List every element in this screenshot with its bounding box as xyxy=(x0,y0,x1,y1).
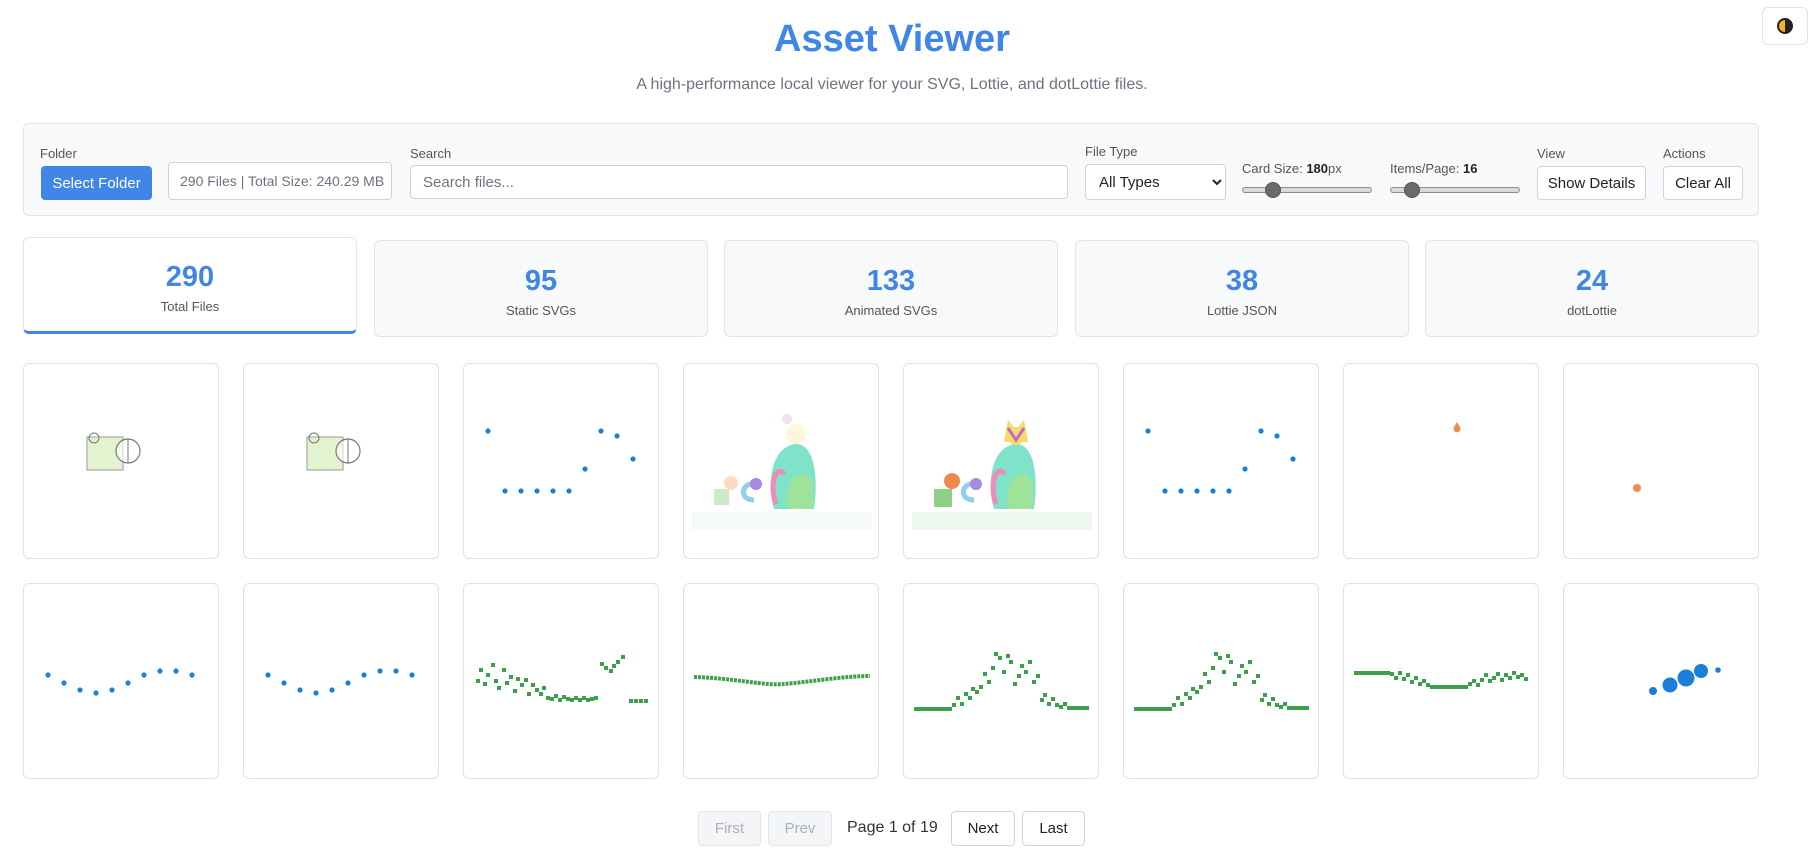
stat-value: 38 xyxy=(1225,265,1259,297)
stat-label: Total Files xyxy=(160,299,220,314)
stat-static-svgs[interactable]: 95 Static SVGs xyxy=(374,240,708,337)
blue-dots-wave xyxy=(45,668,195,696)
last-page-button[interactable]: Last xyxy=(1022,811,1085,846)
page-header: Asset Viewer A high-performance local vi… xyxy=(0,0,1784,95)
asset-card[interactable] xyxy=(683,583,879,779)
page-title: Asset Viewer xyxy=(774,18,1010,60)
green-dots-flat-line xyxy=(693,674,871,687)
page-info: Page 1 of 19 xyxy=(847,819,938,836)
blue-dots-u-shape xyxy=(485,428,636,494)
stat-value: 133 xyxy=(866,265,916,297)
folder-label: Folder xyxy=(40,146,77,161)
single-orange-dot-top xyxy=(1453,422,1461,433)
stat-animated-svgs[interactable]: 133 Animated SVGs xyxy=(724,240,1058,337)
stat-value: 290 xyxy=(165,261,215,293)
stat-total-files[interactable]: 290 Total Files xyxy=(23,237,357,334)
page-subtitle: A high-performance local viewer for your… xyxy=(636,76,1148,93)
select-folder-button[interactable]: Select Folder xyxy=(41,166,152,200)
clear-all-button[interactable]: Clear All xyxy=(1663,166,1743,200)
theme-toggle-button[interactable] xyxy=(1762,7,1808,45)
asset-card[interactable] xyxy=(903,583,1099,779)
square-circle-icon xyxy=(86,432,141,471)
card-size-unit: px xyxy=(1328,161,1342,176)
stat-label: Lottie JSON xyxy=(1206,303,1278,318)
slider-thumb[interactable] xyxy=(1264,182,1281,198)
first-page-button[interactable]: First xyxy=(698,811,761,846)
green-dots-shallow-valley xyxy=(1354,671,1528,689)
cat-illustration-faded xyxy=(692,414,872,530)
asset-card[interactable] xyxy=(1123,363,1319,559)
green-dots-peak xyxy=(914,652,1089,711)
asset-card[interactable] xyxy=(1563,363,1759,559)
asset-card[interactable] xyxy=(463,363,659,559)
items-per-page-label-text: Items/Page: xyxy=(1390,161,1460,176)
show-details-button[interactable]: Show Details xyxy=(1537,166,1646,200)
asset-card[interactable] xyxy=(683,363,879,559)
slider-thumb[interactable] xyxy=(1403,182,1420,198)
items-per-page-label: Items/Page: 16 xyxy=(1390,161,1477,177)
asset-card[interactable] xyxy=(23,363,219,559)
stat-dotlottie[interactable]: 24 dotLottie xyxy=(1425,240,1759,337)
slider-track xyxy=(1390,187,1520,193)
card-size-label-text: Card Size: xyxy=(1242,161,1303,176)
asset-card[interactable] xyxy=(1123,583,1319,779)
green-dots-scatter-decline xyxy=(476,655,648,703)
stat-label: Static SVGs xyxy=(505,303,577,318)
view-label: View xyxy=(1537,146,1565,161)
card-size-label: Card Size: 180px xyxy=(1242,161,1342,177)
slider-track xyxy=(1242,187,1372,193)
asset-card[interactable] xyxy=(23,583,219,779)
square-circle-icon xyxy=(306,432,361,471)
prev-page-button[interactable]: Prev xyxy=(768,811,832,846)
green-dots-peak xyxy=(1134,652,1309,711)
asset-card[interactable] xyxy=(243,363,439,559)
asset-card[interactable] xyxy=(1563,583,1759,779)
asset-card[interactable] xyxy=(243,583,439,779)
items-per-page-slider[interactable] xyxy=(1390,182,1520,198)
filetype-select[interactable]: All Types xyxy=(1085,164,1226,200)
stat-value: 24 xyxy=(1575,265,1609,297)
blue-dots-growing xyxy=(1649,664,1721,695)
next-page-button[interactable]: Next xyxy=(951,811,1015,846)
blue-dots-wave xyxy=(265,668,415,696)
card-size-slider[interactable] xyxy=(1242,182,1372,198)
search-label: Search xyxy=(410,146,452,161)
controls-panel: Folder Select Folder 290 Files | Total S… xyxy=(23,123,1759,216)
asset-card[interactable] xyxy=(1343,363,1539,559)
actions-label: Actions xyxy=(1663,146,1706,161)
stat-label: Animated SVGs xyxy=(844,303,938,318)
cat-illustration xyxy=(912,420,1092,530)
blue-dots-u-shape xyxy=(1145,428,1296,494)
asset-card[interactable] xyxy=(463,583,659,779)
card-size-value: 180 xyxy=(1306,161,1329,176)
half-circle-contrast-icon xyxy=(1777,18,1793,34)
filetype-label: File Type xyxy=(1085,144,1138,159)
asset-card[interactable] xyxy=(1343,583,1539,779)
stat-value: 95 xyxy=(524,265,558,297)
stat-lottie-json[interactable]: 38 Lottie JSON xyxy=(1075,240,1409,337)
single-orange-dot-center xyxy=(1633,484,1641,492)
folder-info: 290 Files | Total Size: 240.29 MB xyxy=(168,162,392,200)
stat-label: dotLottie xyxy=(1567,303,1617,318)
asset-card[interactable] xyxy=(903,363,1099,559)
search-input[interactable] xyxy=(410,165,1068,199)
items-per-page-value: 16 xyxy=(1463,161,1478,176)
